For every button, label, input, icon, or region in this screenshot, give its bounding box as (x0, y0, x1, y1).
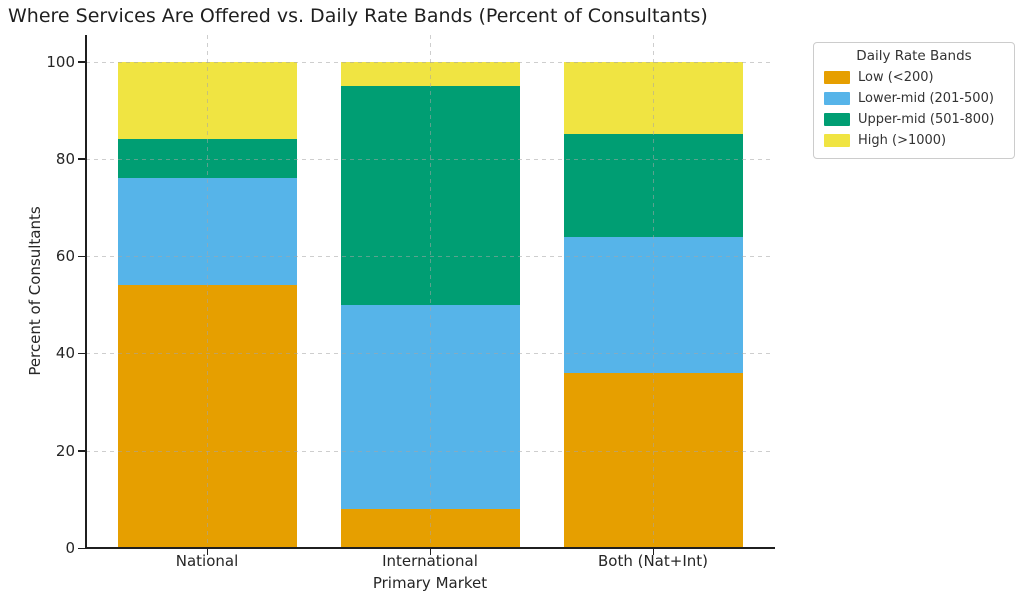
y-tick-label: 80 (55, 149, 75, 168)
y-tick (78, 352, 86, 355)
y-tick-label: 100 (46, 52, 75, 71)
y-tick-label: 20 (55, 441, 75, 460)
legend-item: High (>1000) (822, 130, 1006, 151)
y-axis-spine (85, 35, 87, 549)
legend-swatch-icon (824, 71, 850, 84)
legend-item-label: Lower-mid (201-500) (858, 91, 994, 106)
legend-item: Lower-mid (201-500) (822, 88, 1006, 109)
legend-item-label: Upper-mid (501-800) (858, 112, 995, 127)
x-tick-label: Both (Nat+Int) (597, 552, 708, 570)
y-tick (78, 158, 86, 160)
legend-items: Low (<200) Lower-mid (201-500) Upper-mid (… (822, 67, 1006, 151)
y-tick (78, 547, 86, 549)
gridline-vertical (653, 35, 654, 548)
legend-item-label: High (>1000) (858, 133, 947, 148)
legend-swatch-icon (824, 134, 850, 147)
y-tick (78, 255, 86, 258)
gridline-vertical (430, 35, 431, 548)
y-tick-label: 60 (55, 247, 75, 266)
x-tick-label: International (382, 552, 478, 570)
y-tick-label: 40 (55, 344, 75, 363)
x-tick (206, 549, 208, 555)
legend-item: Low (<200) (822, 67, 1006, 88)
legend-item: Upper-mid (501-800) (822, 109, 1006, 130)
chart-title: Where Services Are Offered vs. Daily Rat… (8, 5, 708, 27)
x-tick (429, 549, 431, 555)
legend-swatch-icon (824, 92, 850, 105)
gridline-vertical (207, 35, 208, 548)
y-tick (78, 61, 86, 63)
legend-swatch-icon (824, 113, 850, 126)
legend-title: Daily Rate Bands (856, 48, 972, 64)
x-tick-label: National (175, 552, 239, 570)
x-axis-label: Primary Market (372, 574, 488, 592)
legend-item-label: Low (<200) (858, 70, 934, 85)
x-axis-spine (85, 547, 775, 549)
x-tick (652, 549, 654, 555)
y-tick-label: 0 (65, 539, 75, 557)
legend: Daily Rate Bands Low (<200) Lower-mid (20… (813, 42, 1015, 159)
y-tick (78, 450, 86, 452)
